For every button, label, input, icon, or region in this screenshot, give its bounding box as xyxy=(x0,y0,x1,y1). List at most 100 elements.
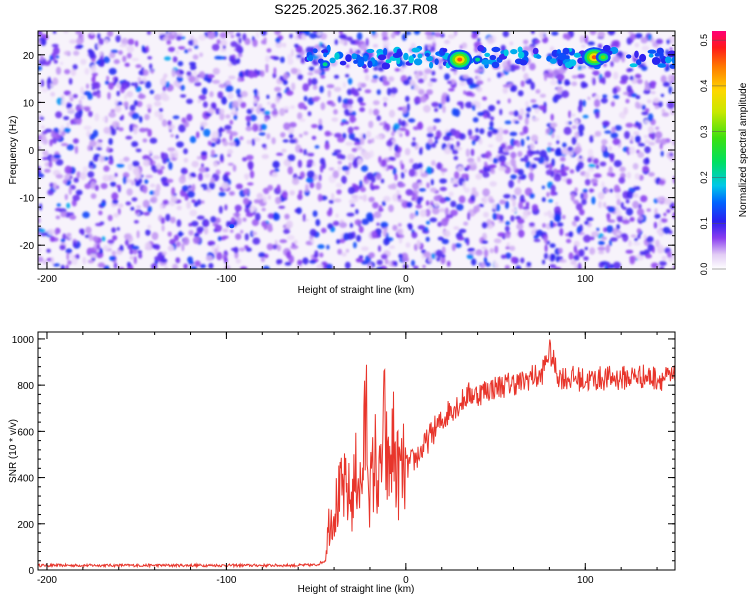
speckle xyxy=(666,101,675,110)
speckle xyxy=(330,102,336,107)
speckle xyxy=(428,138,433,145)
speckle xyxy=(574,119,579,125)
speckle xyxy=(556,139,560,145)
speckle xyxy=(428,205,434,209)
speckle xyxy=(584,178,591,186)
band-speckle xyxy=(518,51,525,59)
speckle xyxy=(38,217,41,224)
speckle xyxy=(412,137,416,141)
speckle xyxy=(462,181,466,190)
speckle xyxy=(428,257,433,263)
speckle xyxy=(38,65,43,71)
speckle xyxy=(607,206,616,213)
speckle xyxy=(346,153,355,161)
speckle xyxy=(64,174,71,180)
speckle xyxy=(158,108,163,113)
speckle xyxy=(554,93,562,100)
speckle xyxy=(425,208,431,217)
speckle xyxy=(68,78,73,85)
speckle xyxy=(587,167,595,173)
speckle xyxy=(599,161,607,167)
speckle xyxy=(575,202,583,211)
band-speckle xyxy=(351,53,358,60)
speckle xyxy=(635,121,639,127)
speckle xyxy=(90,31,94,36)
band-speckle xyxy=(312,48,318,54)
band-speckle xyxy=(629,63,638,68)
speckle xyxy=(426,220,430,225)
speckle xyxy=(441,238,449,245)
speckle xyxy=(38,135,42,141)
speckle xyxy=(234,204,242,212)
speckle xyxy=(498,166,507,172)
speckle xyxy=(613,184,620,193)
speckle xyxy=(531,31,535,35)
speckle xyxy=(355,257,364,263)
speckle xyxy=(113,212,119,218)
speckle xyxy=(414,193,419,200)
speckle xyxy=(176,35,182,41)
speckle xyxy=(457,165,464,172)
speckle xyxy=(320,43,325,48)
speckle xyxy=(550,80,558,86)
speckle xyxy=(211,130,219,139)
speckle xyxy=(235,183,243,190)
speckle xyxy=(521,63,526,72)
speckle xyxy=(349,115,356,123)
spectrogram-features xyxy=(229,47,660,229)
speckle xyxy=(263,189,270,195)
speckle xyxy=(305,46,314,54)
speckle xyxy=(349,48,353,55)
speckle xyxy=(186,98,193,105)
speckle xyxy=(103,265,110,269)
spectral-peak xyxy=(424,52,430,57)
speckle xyxy=(78,99,82,106)
colorbar-tick-label: 0.2 xyxy=(699,171,709,184)
speckle xyxy=(530,81,535,90)
speckle xyxy=(653,221,658,229)
speckle xyxy=(648,34,652,41)
speckle xyxy=(186,201,192,209)
speckle xyxy=(418,89,425,95)
speckle xyxy=(264,117,268,122)
speckle xyxy=(99,247,103,255)
speckle xyxy=(471,33,478,39)
speckle xyxy=(372,44,379,48)
speckle xyxy=(109,174,116,181)
speckle xyxy=(644,119,649,124)
speckle xyxy=(366,130,372,139)
speckle xyxy=(453,226,460,230)
speckle xyxy=(107,239,115,245)
speckle xyxy=(108,155,113,161)
speckle xyxy=(299,148,303,154)
colorbar-label: Normalized spectral amplitude xyxy=(738,82,749,217)
speckle xyxy=(503,194,511,199)
speckle xyxy=(279,239,288,244)
speckle xyxy=(629,75,634,81)
speckle xyxy=(192,236,201,244)
speckle xyxy=(52,46,60,55)
speckle xyxy=(346,36,353,42)
speckle xyxy=(152,155,161,160)
speckle xyxy=(124,239,129,246)
speckle xyxy=(483,166,488,173)
speckle xyxy=(297,112,303,120)
speckle xyxy=(111,250,117,256)
speckle xyxy=(391,131,395,137)
speckle xyxy=(228,191,235,196)
speckle xyxy=(254,212,261,221)
speckle xyxy=(425,200,430,206)
speckle xyxy=(531,229,535,236)
speckle xyxy=(409,212,415,220)
speckle xyxy=(634,237,638,242)
speckle xyxy=(131,112,140,120)
speckle xyxy=(281,148,287,153)
speckle xyxy=(457,236,465,241)
speckle xyxy=(612,55,621,63)
speckle xyxy=(139,116,143,123)
speckle xyxy=(496,72,502,78)
speckle xyxy=(620,233,628,238)
speckle xyxy=(451,243,456,252)
speckle xyxy=(186,113,193,122)
speckle xyxy=(69,214,77,220)
